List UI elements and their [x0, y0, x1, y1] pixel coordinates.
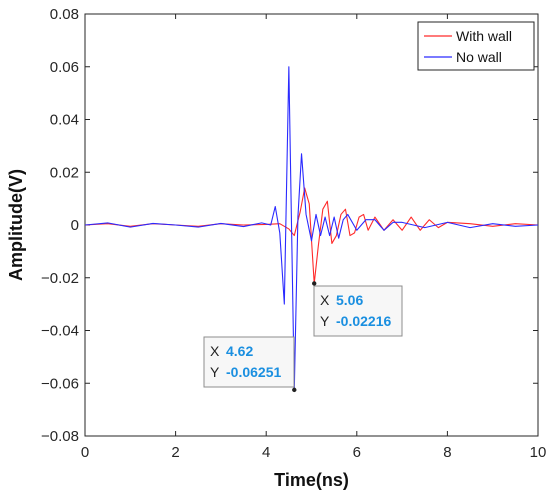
series-line-1 — [84, 66, 539, 391]
datatip-y-value: -0.06251 — [226, 364, 281, 380]
y-axis-title: Amplitude(V) — [6, 169, 26, 281]
datatip-x-label: X — [210, 343, 220, 359]
datatip-y-label: Y — [320, 313, 330, 329]
x-tick-label: 2 — [171, 444, 179, 461]
datatip-y-value: -0.02216 — [336, 313, 391, 329]
y-tick-label: 0.08 — [50, 6, 79, 23]
datatip-x-value: 4.62 — [226, 343, 253, 359]
x-tick-label: 8 — [443, 444, 451, 461]
legend-label: With wall — [456, 28, 512, 44]
y-tick-label: −0.04 — [41, 323, 79, 340]
legend-label: No wall — [456, 49, 502, 65]
x-tick-label: 4 — [262, 444, 270, 461]
datatip-x-label: X — [320, 292, 330, 308]
y-tick-label: 0.04 — [50, 112, 79, 129]
x-axis-title: Time(ns) — [274, 470, 349, 490]
y-tick-label: 0 — [71, 217, 79, 234]
y-tick-label: −0.08 — [41, 428, 79, 445]
datatip-y-label: Y — [210, 364, 220, 380]
x-tick-label: 0 — [81, 444, 89, 461]
y-tick-label: 0.02 — [50, 164, 79, 181]
datatip-box — [313, 285, 403, 337]
datatip-x-value: 5.06 — [336, 292, 363, 308]
legend-box — [417, 21, 535, 71]
y-tick-label: −0.06 — [41, 375, 79, 392]
datatip-marker — [292, 387, 297, 393]
x-tick-label: 6 — [353, 444, 361, 461]
datatip-box — [203, 336, 295, 388]
x-tick-label: 10 — [530, 444, 547, 461]
datatip-marker — [312, 281, 317, 286]
y-tick-label: −0.02 — [41, 270, 79, 287]
plot-frame — [84, 13, 539, 437]
y-tick-label: 0.06 — [50, 59, 79, 76]
